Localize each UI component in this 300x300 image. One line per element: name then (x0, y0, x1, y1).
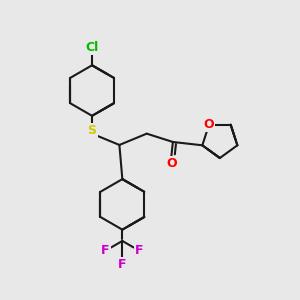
Text: S: S (88, 124, 97, 137)
Text: F: F (135, 244, 144, 257)
Text: F: F (118, 258, 127, 271)
Text: Cl: Cl (85, 41, 99, 54)
Text: O: O (166, 157, 177, 170)
Text: O: O (204, 118, 214, 131)
Text: F: F (101, 244, 110, 257)
